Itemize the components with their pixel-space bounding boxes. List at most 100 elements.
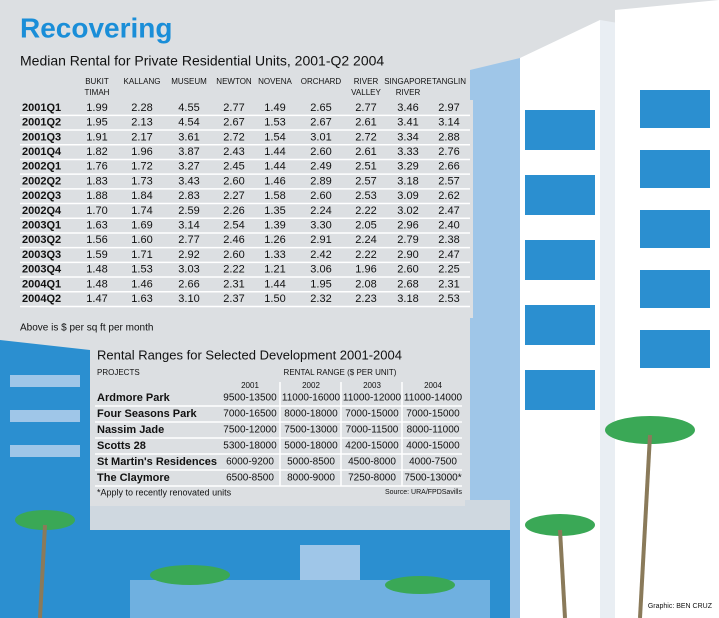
row-label: 2001Q3	[22, 131, 61, 143]
credit: Graphic: BEN CRUZ	[648, 603, 713, 610]
cell: 3.01	[310, 131, 331, 143]
cell: 2.43	[223, 146, 244, 158]
cell: 1.71	[131, 249, 152, 261]
cell: 2.83	[178, 190, 199, 202]
range-cell: 5300-18000	[223, 441, 277, 452]
cell: 1.96	[131, 146, 152, 158]
cell: 2.79	[397, 234, 418, 246]
cell: 1.63	[131, 293, 152, 305]
cell: 2.60	[397, 264, 418, 276]
cell: 1.56	[86, 234, 107, 246]
cell: 1.69	[131, 220, 152, 232]
range-cell: 4000-15000	[406, 441, 460, 452]
cell: 1.91	[86, 131, 107, 143]
column-header: TANGLIN	[432, 77, 466, 86]
cell: 2.67	[310, 117, 331, 129]
range-cell: 6000-9200	[226, 457, 274, 468]
cell: 2.26	[223, 205, 244, 217]
cell: 1.39	[264, 220, 285, 232]
table1-title: Median Rental for Private Residential Un…	[20, 53, 384, 69]
cell: 2.46	[223, 234, 244, 246]
range-cell: 8000-18000	[284, 409, 338, 420]
cell: 1.96	[355, 264, 376, 276]
cell: 2.40	[438, 220, 459, 232]
cell: 1.54	[264, 131, 285, 143]
cell: 2.65	[310, 102, 331, 114]
row-label: 2002Q2	[22, 175, 61, 187]
cell: 1.33	[264, 249, 285, 261]
range-cell: 7000-11500	[346, 425, 399, 436]
row-label: 2003Q3	[22, 249, 61, 261]
row-label: 2001Q1	[22, 102, 61, 114]
project-name: Ardmore Park	[97, 392, 171, 404]
project-name: The Claymore	[97, 472, 170, 484]
cell: 2.53	[355, 190, 376, 202]
cell: 1.82	[86, 146, 107, 158]
range-cell: 7250-8000	[348, 473, 396, 484]
row-label: 2003Q4	[22, 264, 62, 276]
cell: 1.70	[86, 205, 107, 217]
year-header: 2001	[241, 381, 259, 390]
cell: 2.60	[310, 190, 331, 202]
cell: 3.43	[178, 175, 199, 187]
column-header: ORCHARD	[301, 77, 342, 86]
cell: 2.96	[397, 220, 418, 232]
cell: 3.30	[310, 220, 331, 232]
cell: 3.33	[397, 146, 418, 158]
range-cell: 7000-16500	[223, 409, 277, 420]
cell: 2.91	[310, 234, 331, 246]
cell: 1.46	[264, 175, 285, 187]
cell: 2.05	[355, 220, 376, 232]
range-cell: 4000-7500	[409, 457, 457, 468]
row-label: 2001Q2	[22, 117, 61, 129]
range-cell: 7500-12000	[223, 425, 277, 436]
cell: 3.27	[178, 161, 199, 173]
cell: 3.10	[178, 293, 199, 305]
cell: 2.57	[355, 175, 376, 187]
cell: 2.08	[355, 278, 376, 290]
cell: 1.99	[86, 102, 107, 114]
cell: 3.09	[397, 190, 418, 202]
table1-note: Above is $ per sq ft per month	[20, 323, 153, 334]
source: Source: URA/FPDSavills	[385, 489, 463, 496]
column-header: MUSEUM	[171, 77, 207, 86]
range-cell: 6500-8500	[226, 473, 274, 484]
cell: 1.46	[131, 278, 152, 290]
cell: 2.60	[223, 175, 244, 187]
cell: 2.60	[310, 146, 331, 158]
row-label: 2001Q4	[22, 146, 62, 158]
cell: 2.28	[131, 102, 152, 114]
row-label: 2002Q1	[22, 161, 61, 173]
cell: 1.72	[131, 161, 152, 173]
range-cell: 9500-13500	[223, 393, 277, 404]
row-label: 2004Q1	[22, 278, 61, 290]
cell: 2.60	[223, 249, 244, 261]
table1-panel	[18, 100, 473, 318]
cell: 1.44	[264, 161, 285, 173]
cell: 1.83	[86, 175, 107, 187]
cell: 1.26	[264, 234, 285, 246]
cell: 2.59	[178, 205, 199, 217]
column-header: RIVER	[354, 77, 379, 86]
title: Recovering	[20, 12, 173, 43]
row-label: 2002Q3	[22, 190, 61, 202]
cell: 3.14	[438, 117, 459, 129]
cell: 2.72	[355, 131, 376, 143]
column-header: RIVER	[396, 88, 421, 97]
cell: 3.87	[178, 146, 199, 158]
range-cell: 7500-13000	[284, 425, 338, 436]
row-label: 2002Q4	[22, 205, 62, 217]
cell: 4.54	[178, 117, 199, 129]
table2-title: Rental Ranges for Selected Development 2…	[97, 347, 402, 362]
cell: 3.06	[310, 264, 331, 276]
cell: 2.49	[310, 161, 331, 173]
cell: 3.18	[397, 175, 418, 187]
cell: 1.76	[86, 161, 107, 173]
cell: 1.88	[86, 190, 107, 202]
cell: 1.49	[264, 102, 285, 114]
project-name: Scotts 28	[97, 440, 146, 452]
cell: 2.27	[223, 190, 244, 202]
year-header: 2004	[424, 381, 442, 390]
cell: 2.31	[438, 278, 459, 290]
